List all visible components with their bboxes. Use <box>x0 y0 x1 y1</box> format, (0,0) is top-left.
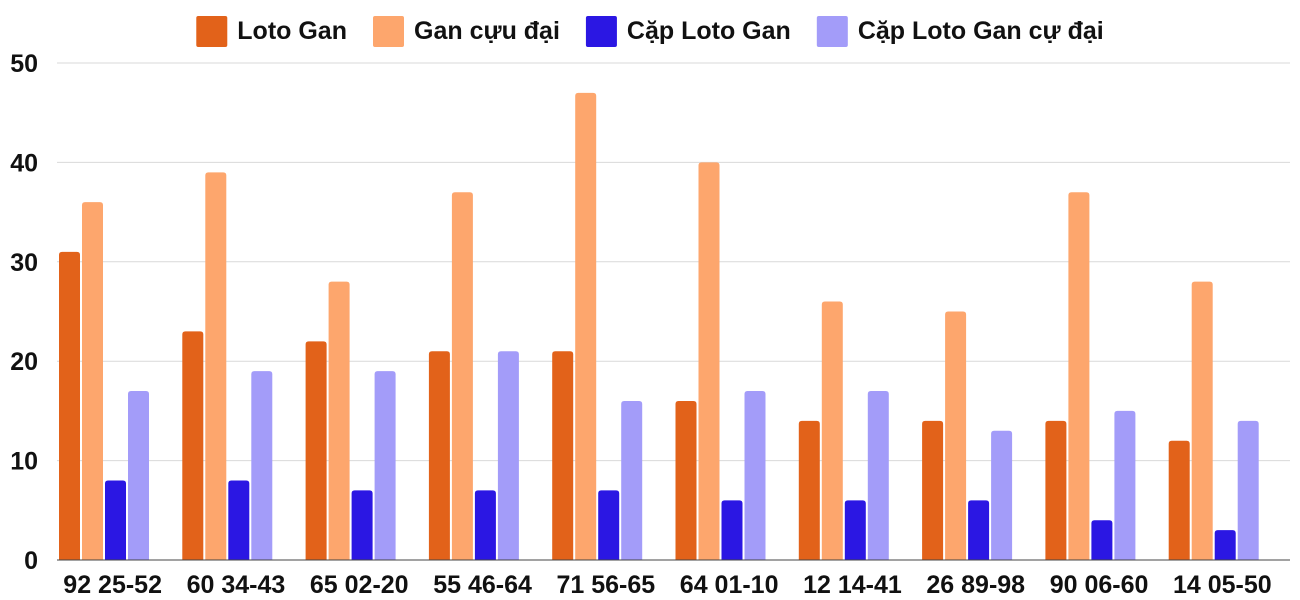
legend: Loto Gan Gan cựu đại Cặp Loto Gan Cặp Loto … <box>196 16 1104 47</box>
x-tick-label: 92 25-52 <box>63 571 162 599</box>
bar-loto-gan-6 <box>798 420 820 560</box>
y-tick-label: 0 <box>24 547 38 575</box>
bar-cặp-loto-gan-7 <box>968 500 990 560</box>
x-tick-label: 90 06-60 <box>1050 571 1149 599</box>
legend-label: Loto Gan <box>237 17 347 45</box>
x-tick-label: 71 56-65 <box>556 571 655 599</box>
grid-lines <box>57 62 1290 462</box>
x-tick-label: 12 14-41 <box>803 571 902 599</box>
bar-gan-cựu-đại-9 <box>1191 281 1213 560</box>
bar-cặp-loto-gan-2 <box>351 490 373 560</box>
bar-cặp-loto-gan-cự-đại-0 <box>128 391 149 560</box>
bar-gan-cựu-đại-2 <box>328 281 350 560</box>
bar-cặp-loto-gan-0 <box>105 480 126 560</box>
axes: 0 10 20 30 40 50 92 25-52 60 34-43 65 02-20 55 46… <box>10 50 1290 599</box>
legend-swatch-3 <box>816 16 848 47</box>
bar-cặp-loto-gan-cự-đại-4 <box>621 400 643 560</box>
legend-label: Cặp Loto Gan cự đại <box>858 17 1104 45</box>
bar-cặp-loto-gan-cự-đại-5 <box>744 391 766 560</box>
bar-cặp-loto-gan-cự-đại-2 <box>374 371 396 560</box>
bar-cặp-loto-gan-cự-đại-7 <box>991 430 1013 560</box>
y-tick-label: 50 <box>10 50 38 78</box>
legend-swatch-1 <box>373 16 404 47</box>
bar-gan-cựu-đại-4 <box>575 92 597 560</box>
x-tick-label: 26 89-98 <box>926 571 1025 599</box>
y-tick-label: 20 <box>10 348 38 376</box>
bar-loto-gan-5 <box>675 400 697 560</box>
bar-loto-gan-1 <box>182 331 204 560</box>
bar-loto-gan-2 <box>305 341 327 560</box>
x-tick-label: 55 46-64 <box>433 571 532 599</box>
legend-swatch-2 <box>585 16 617 47</box>
bar-cặp-loto-gan-1 <box>228 480 250 560</box>
bar-cặp-loto-gan-cự-đại-6 <box>867 391 889 560</box>
bar-cặp-loto-gan-5 <box>721 500 743 560</box>
bar-gan-cựu-đại-5 <box>698 162 720 560</box>
bar-gan-cựu-đại-1 <box>205 172 227 560</box>
legend-label: Gan cựu đại <box>414 17 560 45</box>
bar-loto-gan-8 <box>1045 420 1067 560</box>
x-tick-label: 64 01-10 <box>680 571 779 599</box>
bar-gan-cựu-đại-6 <box>821 301 843 560</box>
bar-loto-gan-3 <box>428 351 450 560</box>
y-tick-label: 30 <box>10 249 38 277</box>
bar-cặp-loto-gan-cự-đại-9 <box>1237 420 1259 560</box>
bar-cặp-loto-gan-cự-đại-3 <box>497 351 519 560</box>
bar-loto-gan-0 <box>59 251 80 561</box>
bar-loto-gan-9 <box>1168 440 1190 560</box>
legend-swatch-0 <box>196 16 228 47</box>
x-tick-label: 65 02-20 <box>310 571 409 599</box>
x-tick-label: 14 05-50 <box>1173 571 1272 599</box>
legend-label: Cặp Loto Gan <box>627 17 791 45</box>
bars <box>59 92 1259 561</box>
bar-cặp-loto-gan-8 <box>1091 520 1113 560</box>
bar-gan-cựu-đại-7 <box>945 311 967 560</box>
bar-loto-gan-7 <box>922 420 944 560</box>
bar-gan-cựu-đại-0 <box>82 202 103 560</box>
bar-cặp-loto-gan-cự-đại-1 <box>251 371 273 560</box>
bar-gan-cựu-đại-3 <box>451 192 473 560</box>
bar-cặp-loto-gan-6 <box>844 500 866 560</box>
x-tick-label: 60 34-43 <box>187 571 286 599</box>
bar-gan-cựu-đại-8 <box>1068 192 1090 560</box>
bar-cặp-loto-gan-9 <box>1214 530 1236 560</box>
bar-cặp-loto-gan-4 <box>598 490 620 560</box>
bar-cặp-loto-gan-cự-đại-8 <box>1114 410 1136 560</box>
bar-loto-gan-4 <box>552 351 574 560</box>
y-tick-label: 40 <box>10 149 38 177</box>
y-tick-label: 10 <box>10 448 38 476</box>
bar-cặp-loto-gan-3 <box>474 490 496 560</box>
